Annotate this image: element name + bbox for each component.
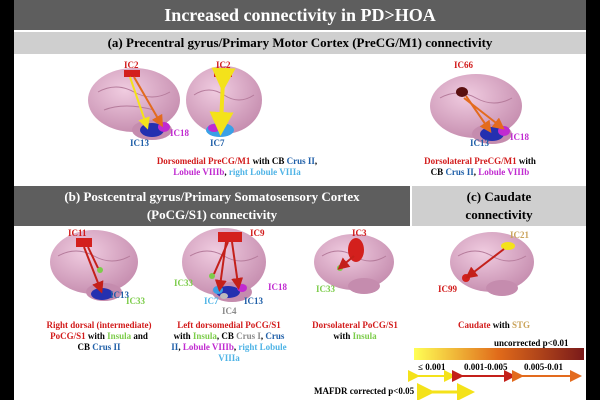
label-b1-ic11: IC11 [68,228,87,238]
caption-a12-comma: , [314,156,318,166]
caption-b2-region: Left dorsomedial PoCG/S1 [177,320,281,330]
caption-a12-lobule8a: right Lobule VIIIa [228,167,301,177]
caption-b2-cb: , CB [216,331,237,341]
brain-a1 [88,68,180,140]
caption-c-region: Caudate [457,320,491,330]
caption-b1-insula: Insula [107,331,132,341]
caption-a12-lobule8b: Lobule VIIIb [173,167,225,177]
brain-a2 [186,66,262,137]
brain-a3 [430,74,522,144]
label-b2-ic13: IC13 [244,296,264,306]
legend-corrected: MAFDR corrected p<0.05 [314,386,415,396]
caption-b3: Dorsolateral PoCG/S1 with Insula [300,320,410,342]
label-b2-ic9: IC9 [250,228,265,238]
caption-b2-with: with [173,331,193,341]
caption-b1-region: Right dorsal (intermediate) [46,320,152,330]
label-a3-ic13: IC13 [470,138,490,148]
label-a3-ic18: IC18 [510,132,530,142]
caption-a3-crus2: Crus II [445,167,474,177]
label-b2-ic7: IC7 [204,296,219,306]
legend-range3: 0.005-0.01 [524,362,563,372]
caption-c: Caudate with STG [424,320,564,331]
caption-a12: Dorsomedial PreCG/M1 with CB Crus II, Lo… [132,156,342,178]
caption-b2-comma3: , [233,342,239,352]
brain-c [450,232,534,296]
caption-b2-crus2: II [171,342,179,352]
label-a1-ic2: IC2 [124,60,139,70]
caption-b3-region: Dorsolateral PoCG/S1 [312,320,398,330]
figure-frame: Increased connectivity in PD>HOA (a) Pre… [14,0,586,400]
caption-b2-crus: Crus [265,331,285,341]
label-b2-ic18: IC18 [268,282,288,292]
caption-a3-region: Dorsolateral PreCG/M1 [424,156,517,166]
section-b-header: (b) Postcentral gyrus/Primary Somatosens… [14,186,410,226]
label-a2-ic2: IC2 [216,60,231,70]
caption-a12-with: with CB [250,156,287,166]
label-c-ic21: IC21 [510,230,530,240]
label-c-ic99: IC99 [438,284,458,294]
label-b3-ic33: IC33 [316,284,336,294]
caption-b1-with: with [85,331,108,341]
brain-b3 [314,234,394,294]
caption-a3-with: with [516,156,536,166]
caption-a3: Dorsolateral PreCG/M1 with CB Crus II, L… [410,156,550,178]
label-b2-ic4: IC4 [222,306,237,316]
label-a2-ic7: IC7 [210,138,225,148]
section-c-header: (c) Caudate connectivity [412,186,586,226]
section-a-header: (a) Precentral gyrus/Primary Motor Corte… [14,32,586,54]
caption-b1-cb: CB [77,342,93,352]
legend-range1: ≤ 0.001 [418,362,446,372]
legend-range2: 0.001-0.005 [464,362,508,372]
caption-a3-lobule8b: Lobule VIIIb [478,167,530,177]
brain-illustrations [50,66,584,400]
caption-a12-comma2: , [224,167,229,177]
caption-b3-with: with [333,331,353,341]
section-b-line1: (b) Postcentral gyrus/Primary Somatosens… [64,189,360,204]
caption-a3-comma: , [473,167,479,177]
brain-b2 [182,228,266,302]
caption-c-with: with [490,320,512,330]
label-a1-ic18: IC18 [170,128,190,138]
legend-arrows [408,370,582,400]
caption-b3-insula: Insula [352,331,377,341]
legend-uncorrected: uncorrected p<0.01 [494,338,569,348]
caption-b1-crus2: Crus II [92,342,121,352]
caption-a12-region: Dorsomedial PreCG/M1 [156,156,251,166]
brain-b1 [50,230,138,301]
section-c-line1: (c) Caudate [466,189,532,204]
caption-b2-insula: Insula [192,331,217,341]
label-a3-ic66: IC66 [454,60,474,70]
caption-b1-and: and [131,331,148,341]
caption-b2-comma2: , [178,342,183,352]
figure-title: Increased connectivity in PD>HOA [14,0,586,30]
caption-c-stg: STG [512,320,531,330]
label-a1-ic13: IC13 [130,138,150,148]
caption-b2-right-lobule: right Lobule [238,342,287,352]
caption-b1: Right dorsal (intermediate) PoCG/S1 with… [34,320,164,353]
section-b-line2: (PoCG/S1) connectivity [146,207,278,222]
label-b1-ic33: IC33 [126,296,146,306]
caption-a12-crus2: Crus II [286,156,315,166]
label-b1-ic13: IC13 [110,290,130,300]
caption-b2-crus1: Crus I [236,331,261,341]
label-b3-ic3: IC3 [352,228,367,238]
p-value-colorbar [414,348,584,360]
caption-a3-cb: CB [430,167,446,177]
caption-b2-comma: , [260,331,266,341]
caption-b2: Left dorsomedial PoCG/S1 with Insula, CB… [164,320,294,364]
caption-b1-region2: PoCG/S1 [50,331,86,341]
section-c-line2: connectivity [465,207,533,222]
caption-b2-lobule8b: Lobule VIIIb [182,342,234,352]
caption-b2-lobule8a: VIIIa [218,353,240,363]
label-b2-ic33: IC33 [174,278,194,288]
